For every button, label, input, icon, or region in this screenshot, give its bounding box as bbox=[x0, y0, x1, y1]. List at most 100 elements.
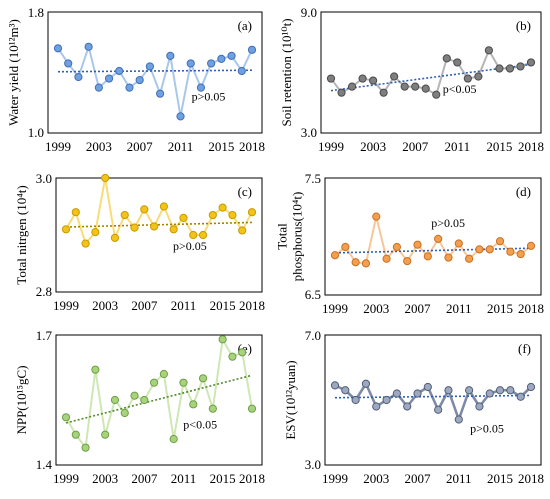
data-point bbox=[135, 75, 144, 85]
x-tick-label: 2011 bbox=[446, 301, 472, 316]
data-point bbox=[53, 44, 63, 53]
significance-annotation: p>0.05 bbox=[173, 239, 207, 253]
panel-label: (c) bbox=[238, 184, 252, 199]
data-point bbox=[150, 222, 159, 231]
x-tick-label: 2015 bbox=[210, 471, 236, 486]
x-tick-label: 2015 bbox=[486, 139, 512, 154]
data-point bbox=[413, 240, 422, 249]
trend-line bbox=[65, 374, 253, 424]
data-point bbox=[228, 352, 237, 361]
data-point bbox=[169, 434, 178, 444]
data-point bbox=[392, 242, 401, 252]
trend-line bbox=[334, 247, 532, 254]
x-tick-label: 2018 bbox=[518, 301, 544, 316]
x-tick-label: 2011 bbox=[171, 298, 197, 313]
data-point bbox=[176, 112, 185, 121]
data-point bbox=[358, 74, 367, 83]
x-tick-label: 2003 bbox=[86, 139, 112, 154]
data-point bbox=[238, 348, 247, 357]
data-point bbox=[156, 89, 165, 98]
y-tick-label: 1.8 bbox=[28, 5, 44, 20]
data-point bbox=[218, 203, 227, 212]
significance-annotation: p>0.05 bbox=[470, 422, 504, 436]
data-point bbox=[179, 213, 188, 222]
data-point bbox=[423, 252, 432, 261]
data-point bbox=[465, 386, 474, 395]
plot-frame bbox=[55, 334, 263, 466]
data-point bbox=[516, 392, 525, 401]
y-tick-label: 1.4 bbox=[36, 457, 53, 472]
data-point bbox=[485, 245, 494, 254]
data-point bbox=[140, 205, 149, 214]
x-tick-label: 2018 bbox=[518, 139, 544, 154]
data-point bbox=[379, 88, 388, 97]
data-point bbox=[150, 378, 159, 387]
data-point bbox=[104, 74, 114, 83]
data-point bbox=[208, 210, 217, 220]
x-tick-label: 2011 bbox=[171, 471, 197, 486]
y-axis-label: ESV(10¹²yuan) bbox=[283, 360, 298, 439]
data-point bbox=[198, 374, 208, 383]
data-point bbox=[110, 233, 120, 242]
x-tick-label: 2018 bbox=[518, 471, 544, 486]
data-point bbox=[411, 82, 420, 91]
data-point bbox=[125, 83, 134, 92]
data-point bbox=[247, 45, 257, 54]
x-tick-label: 2015 bbox=[208, 139, 234, 154]
x-tick-label: 2007 bbox=[131, 298, 158, 313]
x-tick-label: 2003 bbox=[92, 298, 118, 313]
x-tick-label: 2007 bbox=[405, 471, 432, 486]
data-point bbox=[495, 386, 505, 395]
data-point bbox=[228, 210, 237, 220]
y-tick-label: 1.7 bbox=[36, 328, 53, 343]
x-tick-label: 2011 bbox=[445, 139, 471, 154]
data-point bbox=[330, 251, 340, 260]
data-point bbox=[434, 234, 443, 243]
data-point bbox=[207, 59, 216, 68]
x-tick-label: 2018 bbox=[239, 298, 265, 313]
data-point bbox=[442, 54, 451, 63]
trend-line bbox=[334, 394, 532, 399]
data-point bbox=[61, 225, 71, 234]
data-point bbox=[169, 225, 178, 234]
data-point bbox=[475, 245, 484, 254]
data-point bbox=[101, 430, 110, 439]
x-tick-label: 2007 bbox=[402, 139, 429, 154]
data-point bbox=[485, 389, 494, 398]
data-point bbox=[81, 239, 90, 248]
data-point bbox=[341, 386, 350, 395]
data-point bbox=[166, 51, 175, 60]
data-point bbox=[198, 230, 208, 240]
y-tick-label: 9.0 bbox=[301, 5, 317, 20]
data-point bbox=[516, 249, 525, 259]
data-point bbox=[120, 408, 129, 418]
data-point bbox=[61, 413, 71, 422]
data-point bbox=[444, 386, 453, 395]
data-point bbox=[186, 59, 195, 68]
data-point bbox=[247, 404, 257, 413]
panel-label: (d) bbox=[516, 184, 531, 199]
data-point bbox=[196, 83, 206, 92]
data-point bbox=[347, 82, 357, 91]
data-point bbox=[159, 369, 168, 379]
data-point bbox=[432, 90, 441, 99]
data-point bbox=[94, 83, 103, 92]
data-point bbox=[403, 256, 412, 266]
data-point bbox=[101, 173, 110, 183]
data-point bbox=[403, 402, 412, 411]
x-tick-label: 2018 bbox=[239, 139, 265, 154]
y-tick-label: 3.0 bbox=[301, 125, 317, 140]
data-point bbox=[120, 210, 129, 220]
data-point bbox=[465, 254, 474, 263]
y-tick-label: 3.0 bbox=[305, 457, 321, 472]
series-line bbox=[65, 338, 253, 449]
data-point bbox=[351, 395, 360, 405]
x-tick-label: 1999 bbox=[318, 139, 344, 154]
data-point bbox=[505, 64, 515, 73]
data-point bbox=[475, 402, 484, 411]
data-point bbox=[372, 402, 381, 411]
x-tick-label: 1999 bbox=[53, 471, 79, 486]
data-point bbox=[506, 247, 515, 256]
